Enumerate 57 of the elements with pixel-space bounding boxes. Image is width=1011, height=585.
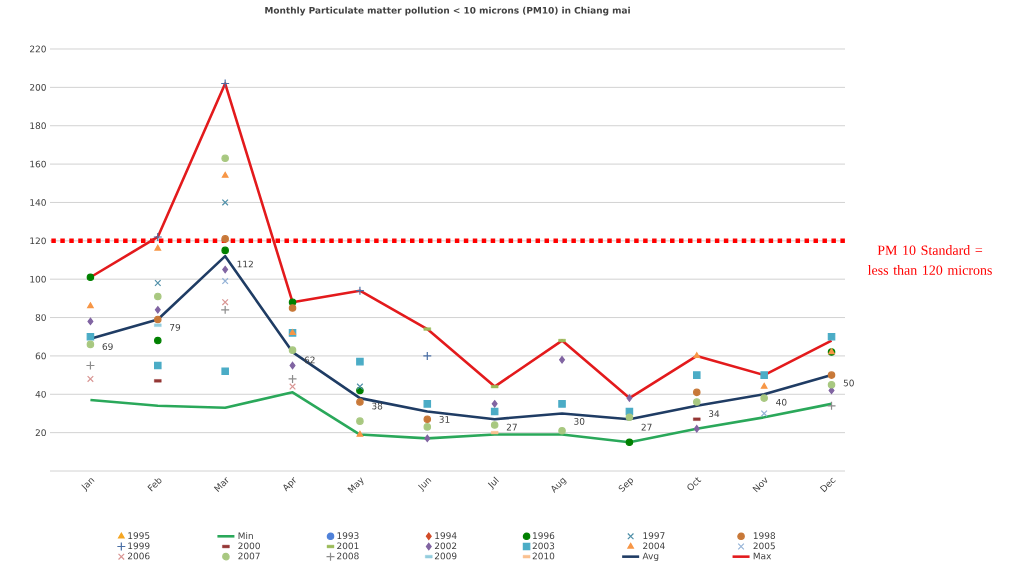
legend-label: 1994 — [435, 532, 457, 540]
legend-label: 1993 — [337, 532, 359, 540]
legend-label: 2009 — [434, 552, 457, 560]
y-tick-label: 40 — [35, 390, 46, 398]
legend-label: 1998 — [753, 532, 776, 540]
legend-label: Avg — [642, 552, 659, 562]
ref-line-label: PM 10 Standard = less than 120 microns — [867, 245, 992, 275]
legend-label: 2008 — [337, 552, 359, 560]
y-tick-label: 120 — [30, 237, 46, 245]
data-label: 62 — [304, 356, 315, 364]
data-label: 27 — [506, 423, 517, 431]
legend-label: 1999 — [128, 542, 150, 550]
x-tick-label: Jul — [487, 476, 499, 491]
y-tick-label: 100 — [30, 275, 46, 283]
data-label: 79 — [170, 323, 181, 331]
x-tick-label: Apr — [283, 477, 296, 492]
x-tick-label: Mar — [213, 477, 229, 492]
x-tick-label: Jun — [418, 478, 432, 493]
data-label: 40 — [776, 398, 787, 406]
legend-label: Min — [238, 532, 253, 539]
y-tick-label: 160 — [30, 160, 46, 168]
data-label: 50 — [843, 379, 854, 387]
legend-label: 1997 — [643, 532, 665, 540]
x-tick-label: Aug — [551, 477, 567, 493]
x-tick-label: Sep — [618, 478, 633, 492]
legend-label: 2002 — [434, 542, 457, 550]
data-label: 27 — [641, 423, 652, 431]
y-tick-label: 180 — [30, 122, 46, 130]
legend-label: 2004 — [643, 542, 665, 550]
legend-label: 2001 — [337, 542, 359, 550]
y-tick-label: 60 — [35, 352, 46, 360]
legend-label: 2005 — [753, 542, 775, 550]
y-tick-label: 200 — [30, 83, 46, 91]
y-tick-label: 220 — [30, 45, 46, 53]
chart-title: Monthly Particulate matter pollution < 10 microns (PM10) in Chiang mai — [265, 6, 630, 16]
y-tick-label: 80 — [35, 314, 46, 321]
x-tick-label: Oct — [687, 477, 702, 491]
legend-label: 2010 — [532, 552, 555, 560]
x-tick-label: Jan — [81, 478, 95, 492]
legend-label: 2006 — [127, 552, 150, 560]
legend-label: 2003 — [532, 542, 555, 550]
legend-label: 2007 — [238, 552, 260, 560]
x-tick-label: Nov — [752, 477, 768, 493]
x-tick-label: Dec — [819, 477, 836, 493]
data-label: 30 — [574, 417, 585, 425]
legend-label: 1996 — [533, 532, 555, 540]
data-label: 69 — [102, 343, 113, 350]
data-label: 112 — [237, 260, 253, 268]
y-tick-label: 140 — [30, 199, 46, 206]
data-label: 38 — [372, 402, 383, 410]
data-label: 31 — [439, 416, 450, 423]
legend-label: Max — [753, 552, 772, 560]
legend-label: 2000 — [238, 542, 260, 550]
y-tick-label: 20 — [35, 429, 46, 437]
x-tick-label: Feb — [147, 478, 162, 492]
data-label: 34 — [708, 410, 720, 418]
legend-label: 1995 — [128, 532, 150, 540]
